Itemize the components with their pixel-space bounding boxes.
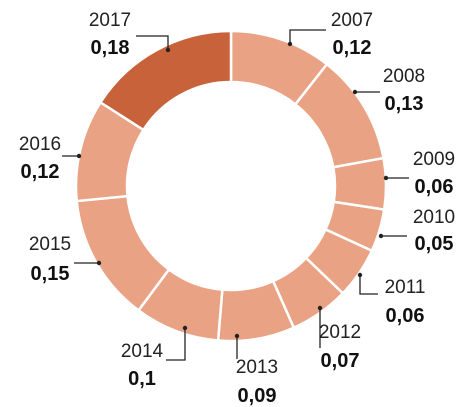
value-label-2007: 0,12 bbox=[333, 37, 372, 59]
value-label-2010: 0,05 bbox=[415, 233, 454, 255]
value-label-2015: 0,15 bbox=[31, 263, 70, 285]
donut-slices bbox=[74, 29, 388, 343]
leader-line-2011 bbox=[359, 275, 378, 295]
category-label-2015: 2015 bbox=[29, 234, 71, 255]
leader-dot-2013 bbox=[234, 333, 240, 339]
leader-dot-2009 bbox=[383, 175, 389, 181]
leader-dot-2012 bbox=[317, 305, 323, 311]
leader-line-2007 bbox=[289, 29, 326, 44]
value-label-2008: 0,13 bbox=[385, 93, 424, 115]
leader-line-2014 bbox=[166, 328, 186, 361]
category-label-2017: 2017 bbox=[89, 10, 131, 31]
category-label-2013: 2013 bbox=[236, 357, 278, 378]
leader-dot-2016 bbox=[76, 153, 82, 159]
category-label-2014: 2014 bbox=[121, 341, 164, 362]
slice-2017 bbox=[98, 29, 233, 132]
value-label-2014: 0,1 bbox=[128, 368, 156, 390]
value-label-2011: 0,06 bbox=[386, 305, 425, 327]
category-label-2008: 2008 bbox=[383, 66, 425, 87]
category-label-2009: 2009 bbox=[413, 149, 455, 170]
category-label-2007: 2007 bbox=[331, 10, 373, 31]
leader-dot-2010 bbox=[378, 233, 384, 239]
leader-dot-2008 bbox=[352, 89, 358, 95]
leader-dot-2015 bbox=[96, 260, 102, 266]
value-label-2009: 0,06 bbox=[415, 176, 454, 198]
leader-line-2017 bbox=[136, 35, 169, 50]
category-label-2016: 2016 bbox=[19, 134, 61, 155]
leader-dot-2011 bbox=[357, 272, 363, 278]
category-label-2011: 2011 bbox=[385, 277, 426, 298]
value-label-2016: 0,12 bbox=[21, 161, 60, 183]
category-label-2010: 2010 bbox=[413, 207, 455, 228]
value-label-2017: 0,18 bbox=[91, 37, 130, 59]
category-label-2012: 2012 bbox=[319, 322, 361, 343]
value-label-2012: 0,07 bbox=[321, 350, 360, 372]
leader-dot-2007 bbox=[287, 41, 293, 47]
leader-dot-2014 bbox=[182, 325, 188, 331]
leader-dot-2017 bbox=[165, 47, 171, 53]
donut-labels: 2007 0,12 2008 0,13 2009 0,06 2010 0,05 2011 0,06… bbox=[19, 10, 455, 407]
value-label-2013: 0,09 bbox=[238, 385, 277, 407]
